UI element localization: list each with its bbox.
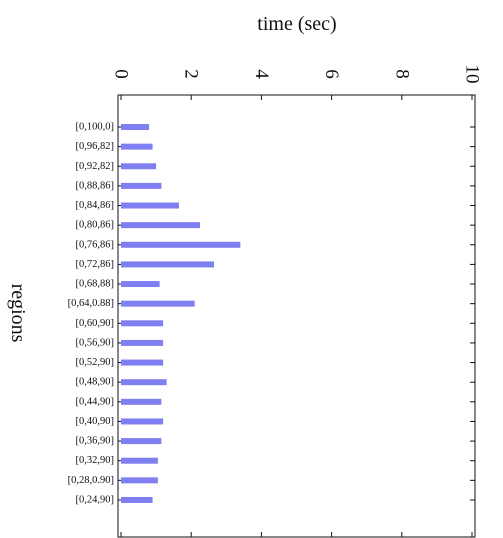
bar	[121, 359, 164, 366]
bar	[121, 202, 179, 209]
category-label: [0,64,0.88]	[68, 298, 114, 309]
bar	[121, 379, 167, 386]
category-label: [0,84,86]	[76, 200, 115, 211]
category-label: [0,44,90]	[76, 396, 115, 407]
category-label: [0,28,0.90]	[68, 475, 114, 486]
bar	[121, 457, 158, 464]
x-tick-label: 0	[111, 69, 132, 79]
category-label: [0,96,82]	[76, 141, 115, 152]
category-label: [0,100,0]	[76, 122, 115, 133]
category-labels: [0,100,0] [0,96,82] [0,92,82] [0,88,86] [0,8…	[68, 122, 114, 506]
category-label: [0,72,86]	[76, 259, 115, 270]
bar	[121, 418, 164, 425]
category-label: [0,68,88]	[76, 279, 115, 290]
category-label: [0,40,90]	[76, 416, 115, 427]
bar	[121, 182, 162, 189]
bar	[121, 496, 153, 503]
category-label: [0,52,90]	[76, 357, 115, 368]
bar	[121, 320, 164, 327]
category-label: [0,56,90]	[76, 337, 115, 348]
bars	[118, 124, 475, 503]
x-tick-label: 8	[391, 69, 412, 79]
bar	[121, 281, 160, 288]
y-axis-title: regions	[7, 284, 29, 343]
bar	[121, 339, 164, 346]
bar	[121, 438, 162, 445]
plot-frame	[117, 94, 476, 538]
bar	[121, 477, 158, 484]
x-tick-label: 2	[181, 69, 202, 79]
bar	[121, 163, 157, 170]
x-axis-title: time (sec)	[257, 13, 336, 35]
bar	[121, 241, 241, 248]
bar	[121, 300, 195, 307]
bar	[121, 124, 150, 130]
category-label: [0,76,86]	[76, 239, 115, 250]
bar	[121, 398, 162, 405]
x-axis-ticks: 0 2 4 6 8 10	[111, 65, 483, 537]
category-label: [0,92,82]	[76, 161, 115, 172]
bar	[121, 222, 200, 229]
x-tick-label: 4	[251, 69, 272, 79]
category-label: [0,60,90]	[76, 318, 115, 329]
category-label: [0,80,86]	[76, 220, 115, 231]
bar	[121, 143, 153, 150]
category-label: [0,36,90]	[76, 436, 115, 447]
bar	[121, 261, 215, 268]
category-label: [0,32,90]	[76, 455, 115, 466]
category-label: [0,24,90]	[76, 494, 115, 505]
category-label: [0,48,90]	[76, 377, 115, 388]
x-tick-label: 10	[462, 65, 483, 84]
x-tick-label: 6	[321, 69, 342, 79]
category-label: [0,88,86]	[76, 180, 115, 191]
